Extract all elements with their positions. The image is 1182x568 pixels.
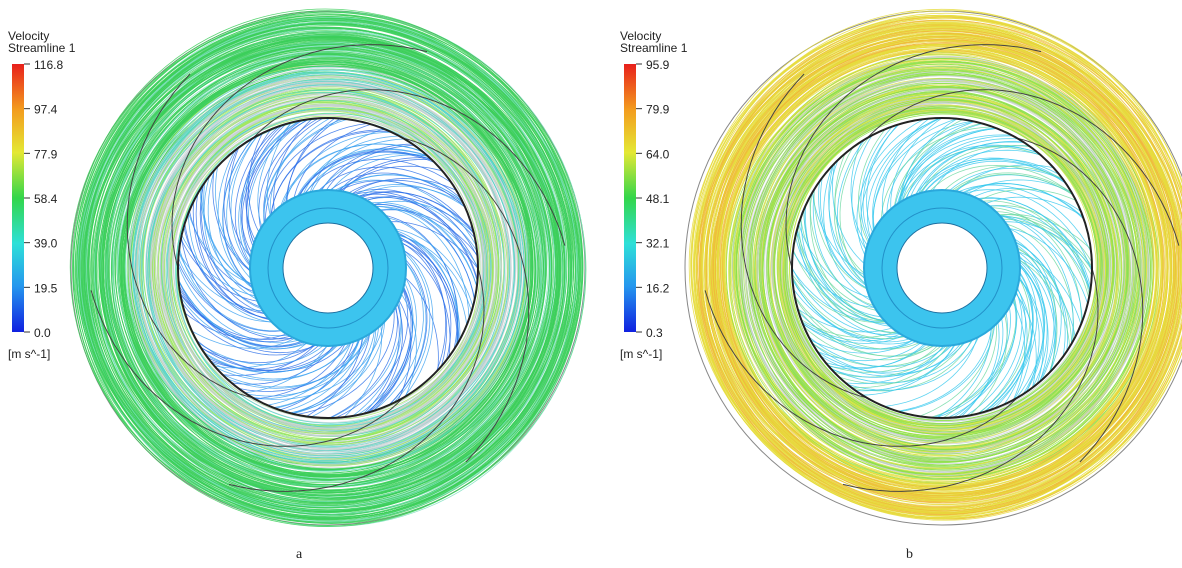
- colorbar-label: 39.0: [34, 237, 58, 251]
- caption: a: [296, 547, 303, 562]
- colorbar-label: 48.1: [646, 192, 670, 206]
- panel: VelocityStreamline 1116.897.477.958.439.…: [8, 9, 586, 562]
- colorbar-label: 0.0: [34, 326, 51, 340]
- colorbar: [12, 64, 24, 332]
- colorbar-label: 0.3: [646, 326, 663, 340]
- colorbar-label: 97.4: [34, 103, 58, 117]
- colorbar-label: 95.9: [646, 58, 670, 72]
- legend-unit: [m s^-1]: [8, 347, 50, 361]
- panel: VelocityStreamline 195.979.964.048.132.1…: [620, 9, 1182, 562]
- colorbar-label: 32.1: [646, 237, 670, 251]
- colorbar-label: 116.8: [34, 58, 63, 72]
- legend-subtitle: Streamline 1: [8, 41, 76, 55]
- colorbar-label: 16.2: [646, 281, 670, 295]
- colorbar-label: 77.9: [34, 147, 58, 161]
- colorbar-label: 64.0: [646, 147, 670, 161]
- figure: VelocityStreamline 1116.897.477.958.439.…: [0, 0, 1182, 563]
- legend-subtitle: Streamline 1: [620, 41, 688, 55]
- eye: [283, 223, 373, 313]
- colorbar-label: 19.5: [34, 281, 58, 295]
- colorbar: [624, 64, 636, 332]
- colorbar-label: 58.4: [34, 192, 58, 206]
- legend-unit: [m s^-1]: [620, 347, 662, 361]
- colorbar-label: 79.9: [646, 103, 670, 117]
- caption: b: [906, 547, 913, 562]
- eye: [897, 223, 987, 313]
